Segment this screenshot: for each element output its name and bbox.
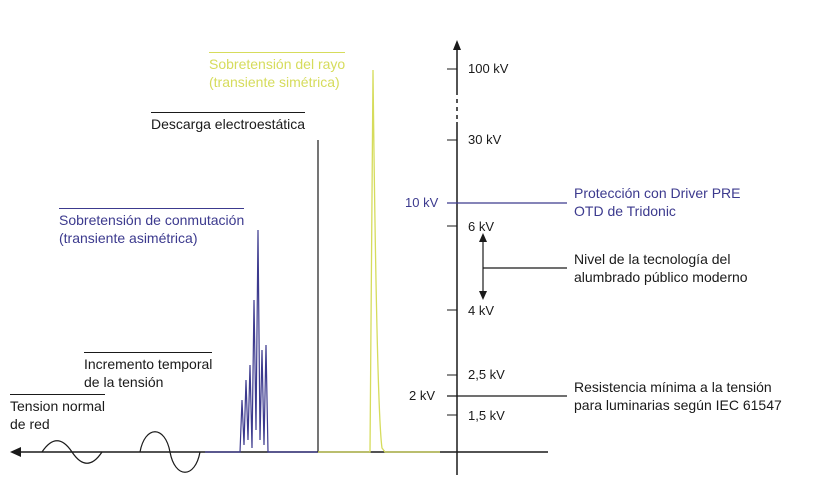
tick-6kv: 6 kV [468,219,495,234]
tick-30kv: 30 kV [468,132,502,147]
switching-label-line2: (transiente asimétrica) [59,230,198,246]
protection-label-line2: OTD de Tridonic [574,203,676,219]
tick-2-5kv: 2,5 kV [468,367,505,382]
switching-label-line1: Sobretensión de conmutación [59,208,245,229]
lighting-level-label: Nivel de la tecnología del alumbrado púb… [574,250,748,286]
tick-1-5kv: 1,5 kV [468,408,505,423]
esd-label: Descarga electroestática [151,112,306,133]
temporary-increase-wave [139,431,201,473]
lighting-level-arrow-up [479,233,487,242]
lighting-level-label-line1: Nivel de la tecnología del [574,251,731,267]
mains-label-line2: de red [10,416,50,432]
temporary-label-line2: de la tensión [84,374,164,390]
lighting-level-arrow-down [479,291,487,300]
min-resistance-label: Resistencia mínima a la tensión para lum… [574,378,782,414]
min-resistance-label-line1: Resistencia mínima a la tensión [574,379,772,395]
lightning-transient [318,69,440,453]
axis-tick-marks [447,68,457,416]
tick-4kv: 4 kV [468,303,495,318]
temporary-label-line1: Incremento temporal [84,352,213,373]
tick-10kv: 10 kV [405,195,439,210]
mains-sine-wave [41,440,103,464]
lightning-label: Sobretensión del rayo (transiente simétr… [209,52,346,91]
voltage-axis-arrowhead [453,40,461,50]
esd-label-line1: Descarga electroestática [151,112,306,133]
tick-100kv: 100 kV [468,61,509,76]
time-axis-arrowhead [10,447,21,457]
protection-label: Protección con Driver PRE OTD de Tridoni… [574,184,741,220]
mains-label-line1: Tension normal [10,394,105,415]
lightning-label-line1: Sobretensión del rayo [209,52,346,73]
mains-label: Tension normal de red [10,394,105,433]
switching-label: Sobretensión de conmutación (transiente … [59,208,245,247]
temporary-label: Incremento temporal de la tensión [84,352,213,391]
tick-2kv: 2 kV [409,388,436,403]
switching-transient [205,229,318,453]
min-resistance-label-line2: para luminarias según IEC 61547 [574,397,782,413]
lighting-level-label-line2: alumbrado público moderno [574,269,748,285]
protection-label-line1: Protección con Driver PRE [574,185,741,201]
lightning-label-line2: (transiente simétrica) [209,74,340,90]
